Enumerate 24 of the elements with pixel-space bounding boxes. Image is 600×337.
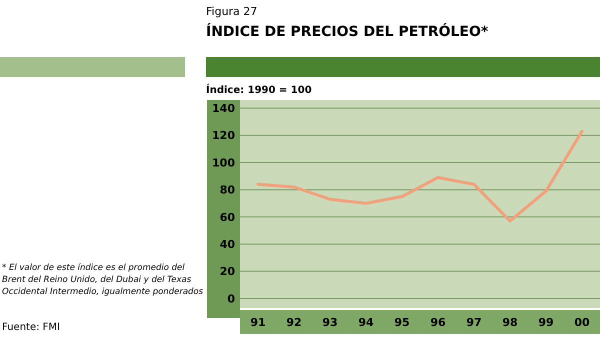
x-tick-label: 99 xyxy=(538,316,554,329)
x-tick-label: 92 xyxy=(286,316,302,329)
x-tick-label: 00 xyxy=(574,316,590,329)
y-axis-title: Índice: 1990 = 100 xyxy=(206,83,312,96)
y-tick-label: 60 xyxy=(220,210,236,224)
text: * El valor de este índice es el promedio del Brent del Reino Unido, del Dubai y del Texas Occidental Intermedio, igualmente ponderados xyxy=(2,263,204,297)
y-tick-label: 20 xyxy=(220,265,236,278)
x-tick-label: 94 xyxy=(358,316,374,329)
y-tick-label: 100 xyxy=(212,156,236,170)
y-tick-label: 80 xyxy=(220,184,236,197)
text: Figura 27 xyxy=(206,5,258,18)
x-tick-label: 91 xyxy=(250,316,266,329)
y-tick-label: 140 xyxy=(212,102,236,116)
x-tick-label: 96 xyxy=(430,316,446,329)
source-note: Fuente: FMI xyxy=(2,322,60,333)
y-tick-label: 40 xyxy=(220,238,236,251)
y-tick-label: 120 xyxy=(212,129,236,142)
x-tick-label: 98 xyxy=(502,316,518,329)
x-tick-label: 97 xyxy=(466,316,482,329)
line-series xyxy=(256,130,584,222)
x-tick-label: 95 xyxy=(394,316,410,329)
chart-title: ÍNDICE DE PRECIOS DEL PETRÓLEO* xyxy=(206,23,489,40)
y-tick-label: 0 xyxy=(227,292,236,306)
x-tick-label: 93 xyxy=(322,316,338,329)
